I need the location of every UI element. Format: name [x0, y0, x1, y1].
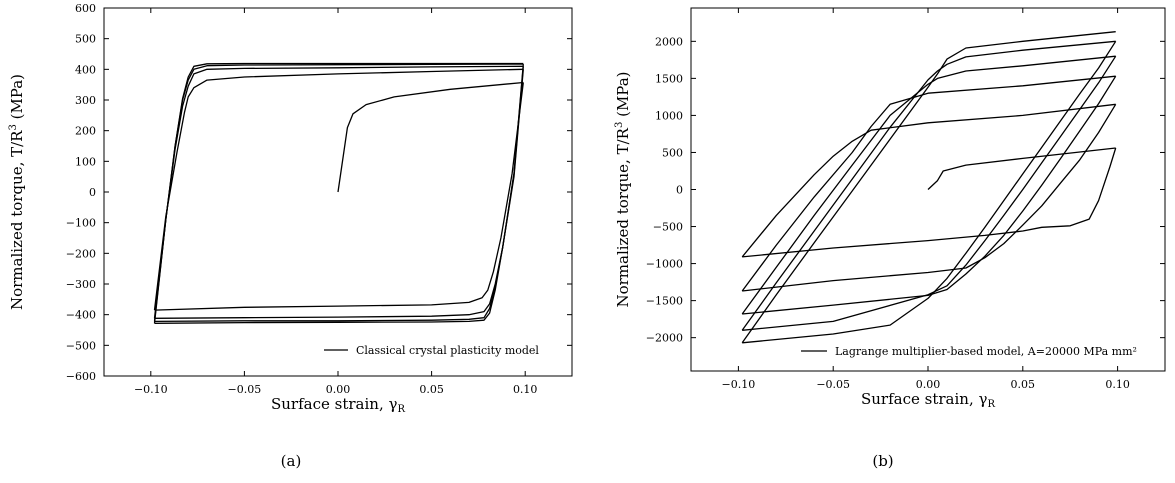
y-tick-label: −600: [66, 370, 96, 383]
y-axis-label: Normalized torque, T/R3 (MPa): [614, 71, 632, 307]
series-line: [741, 75, 1116, 292]
series-line: [742, 103, 1117, 292]
y-tick-label: −1000: [646, 258, 683, 271]
y-tick-label: 1500: [655, 72, 683, 85]
y-axis-label-unit: (MPa): [8, 74, 26, 124]
x-axis-label: Surface strain, γR: [271, 395, 405, 415]
x-tick-label: −0.05: [816, 378, 850, 391]
series-line: [337, 81, 524, 193]
series-line: [927, 147, 1116, 190]
y-tick-label: −500: [653, 221, 683, 234]
series-line: [153, 68, 524, 311]
series-line: [741, 55, 1116, 315]
legend-label: Lagrange multiplier-based model, A=20000…: [835, 345, 1137, 358]
x-tick-label: −0.10: [134, 383, 168, 396]
series-line: [741, 31, 1116, 344]
y-axis-label-sup: 3: [614, 122, 625, 128]
series-line: [741, 103, 1116, 258]
y-axis-label-unit: (MPa): [614, 71, 632, 121]
y-axis-label-text: Normalized torque, T/R: [614, 127, 632, 307]
y-tick-label: −1500: [646, 295, 683, 308]
series-line: [153, 63, 524, 322]
series-line: [742, 55, 1117, 331]
series-line: [153, 65, 524, 319]
y-tick-label: −300: [66, 278, 96, 291]
y-tick-label: 200: [75, 125, 96, 138]
panel-b: −0.10 −0.05 0.00 0.05 0.10 −2000 −1500 −1000 −50…: [614, 7, 1166, 470]
series-line: [742, 40, 1117, 344]
series-line: [154, 64, 524, 324]
y-tick-label: −200: [66, 247, 96, 260]
y-tick-label: −500: [66, 339, 96, 352]
y-axis-label-text: Normalized torque, T/R: [8, 130, 26, 310]
y-tick-label: 100: [75, 155, 96, 168]
y-tick-label: 1000: [655, 109, 683, 122]
x-tick-label: 0.05: [419, 383, 444, 396]
y-tick-label: 0: [89, 186, 96, 199]
series-line: [742, 75, 1117, 315]
y-tick-label: 0: [676, 184, 683, 197]
x-tick-label: 0.00: [916, 378, 941, 391]
x-tick-label: −0.05: [228, 383, 262, 396]
series-line: [153, 62, 524, 324]
x-axis-label: Surface strain, γR: [861, 390, 995, 410]
series-line: [154, 69, 524, 319]
x-tick-label: 0.05: [1011, 378, 1036, 391]
x-axis-label-text: Surface strain, γ: [271, 395, 397, 413]
y-tick-label: 400: [75, 63, 96, 76]
y-tick-label: −2000: [646, 332, 683, 345]
x-tick-label: 0.10: [513, 383, 538, 396]
x-axis-label-sub: R: [987, 399, 995, 410]
y-tick-label: 600: [75, 2, 96, 15]
y-tick-label: 500: [75, 33, 96, 46]
x-tick-label: 0.10: [1105, 378, 1130, 391]
x-axis-label-sub: R: [397, 404, 405, 415]
panel-a: −0.10 −0.05 0.00 0.05 0.10 −600 −500 −400 −300 −2…: [8, 2, 573, 470]
panel-caption: (a): [281, 452, 302, 470]
y-tick-label: −100: [66, 217, 96, 230]
series-line: [154, 82, 524, 311]
y-tick-label: 2000: [655, 35, 683, 48]
legend-label: Classical crystal plasticity model: [356, 344, 539, 357]
panel-caption: (b): [872, 452, 893, 470]
series-line: [742, 147, 1117, 258]
series-line: [741, 40, 1116, 331]
series-line: [154, 66, 524, 323]
y-tick-label: −400: [66, 309, 96, 322]
y-axis-label-sup: 3: [8, 124, 19, 130]
y-tick-label: 500: [662, 146, 683, 159]
y-axis-label: Normalized torque, T/R3 (MPa): [8, 74, 26, 310]
x-tick-label: −0.10: [722, 378, 756, 391]
x-tick-label: 0.00: [326, 383, 351, 396]
y-tick-label: 300: [75, 94, 96, 107]
x-axis-label-text: Surface strain, γ: [861, 390, 987, 408]
